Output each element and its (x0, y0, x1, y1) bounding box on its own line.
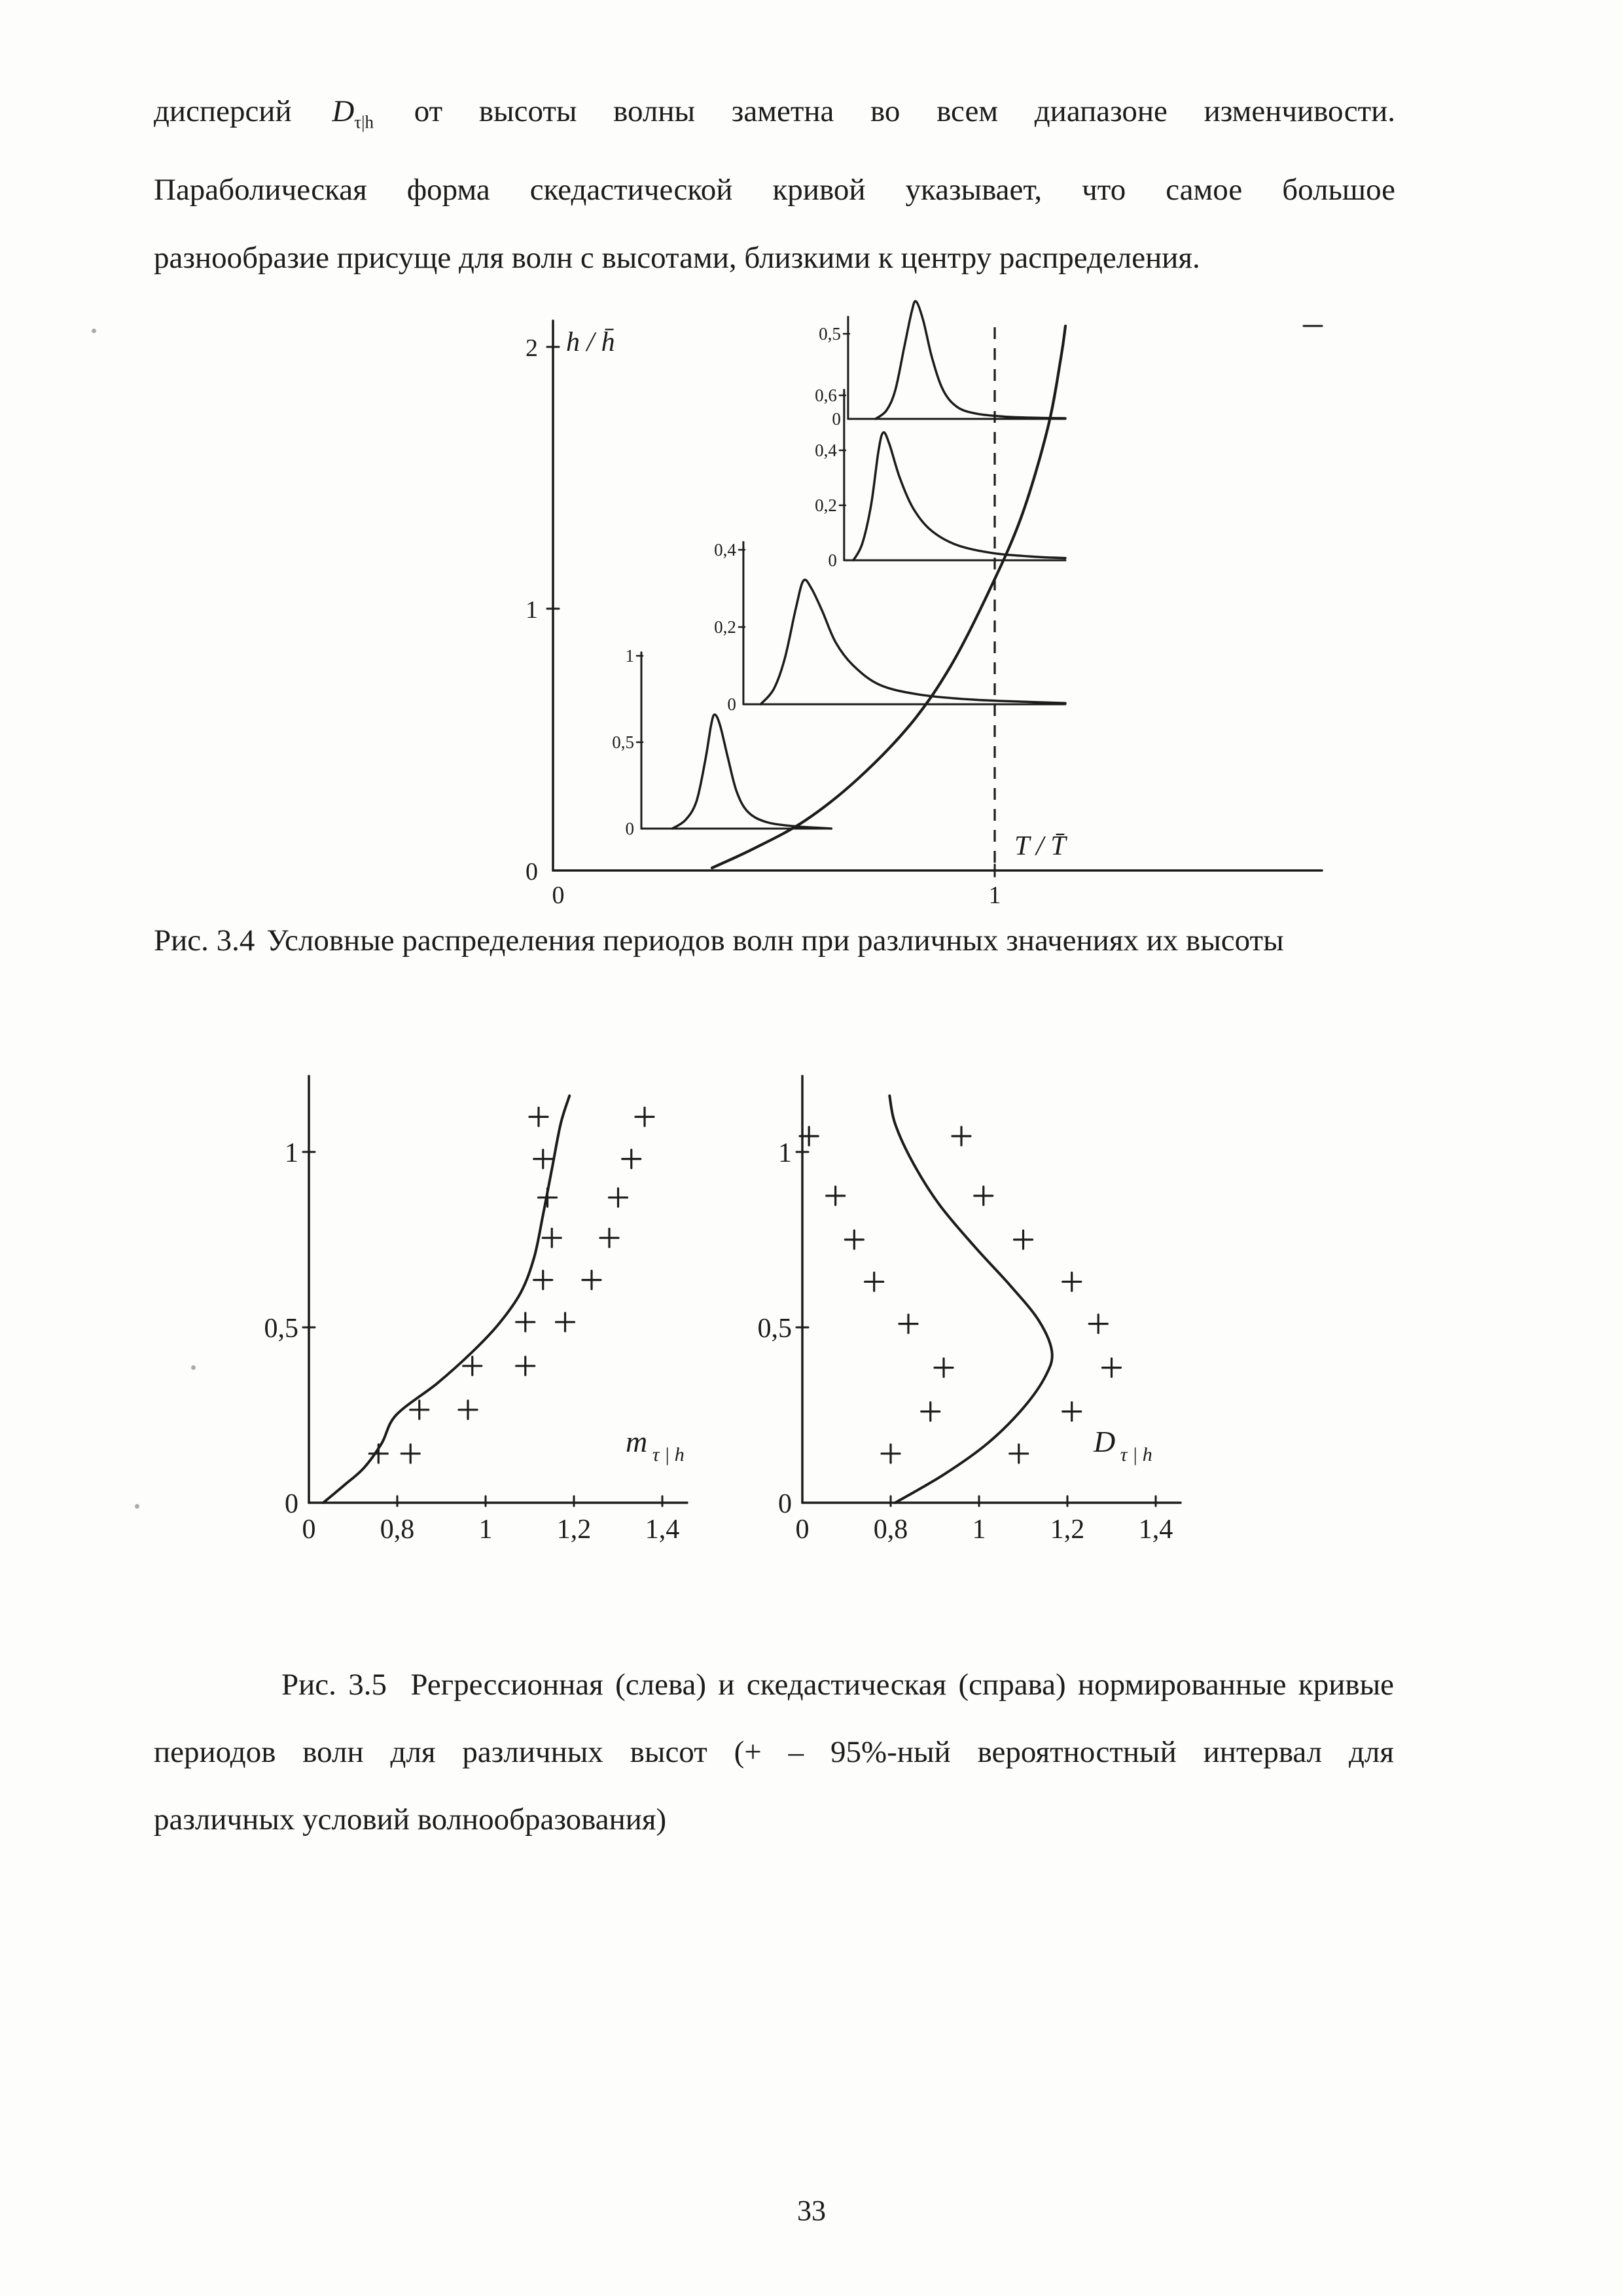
figure-3-5-caption-label: Рис. 3.5 (281, 1668, 387, 1702)
svg-text:0,5: 0,5 (612, 732, 634, 752)
svg-text:0,2: 0,2 (714, 617, 736, 637)
pdf-curve (671, 713, 833, 830)
svg-text:1: 1 (479, 1515, 493, 1545)
paragraph-text: дисперсий (154, 94, 292, 128)
svg-text:0: 0 (832, 409, 841, 429)
svg-text:1: 1 (526, 596, 538, 624)
svg-text:0,2: 0,2 (815, 495, 837, 515)
figure-3-5-chart: 0 0,5 1 0 0,8 1 1,2 1,4 m τ | h 0 0,5 1 0 0,8 1 1,2 1,4 D… (264, 1075, 1182, 1545)
svg-text:1,4: 1,4 (645, 1515, 680, 1545)
regression-curve (321, 1094, 571, 1504)
dispersion-symbol: Dτ|h (332, 94, 374, 132)
fig35-skedastic-panel: 0 0,5 1 0 0,8 1 1,2 1,4 D τ | h (758, 1075, 1182, 1545)
figure-3-5: 0 0,5 1 0 0,8 1 1,2 1,4 m τ | h 0 0,5 1 0 0,8 1 1,2 1,4 D… (262, 1047, 1283, 1571)
svg-text:0,5: 0,5 (264, 1314, 299, 1344)
fig35-panel-label: m τ | h (626, 1425, 685, 1465)
svg-text:0: 0 (727, 694, 736, 714)
symbol-D: D (332, 94, 355, 128)
svg-text:1,2: 1,2 (557, 1515, 592, 1545)
svg-text:0: 0 (302, 1515, 316, 1545)
svg-text:1: 1 (626, 646, 635, 666)
svg-text:1: 1 (989, 882, 1001, 909)
svg-text:0: 0 (626, 819, 635, 838)
regression-curve (710, 324, 1067, 870)
svg-text:1: 1 (972, 1515, 986, 1545)
fig34-xlabel: T / T̄ (1014, 831, 1067, 861)
fig34-inset-2: 0 0,2 0,4 (714, 540, 1067, 714)
figure-3-5-caption-line-3: различных условий волнообразования) (154, 1803, 667, 1837)
fig34-axes: 0 1 2 0 1 (526, 319, 1323, 909)
svg-text:1,2: 1,2 (1050, 1515, 1085, 1545)
body-paragraph: дисперсий Dτ|h от высоты волны заметна в… (154, 77, 1395, 292)
figure-3-5-caption-text: Регрессионная (слева) и скедастическая (… (410, 1668, 1395, 1702)
skedastic-curve (888, 1094, 1054, 1504)
svg-text:0: 0 (828, 550, 837, 570)
scan-artifact-dot (135, 1504, 139, 1509)
svg-text:0: 0 (285, 1489, 298, 1519)
pdf-curve (852, 431, 1067, 562)
fig34-inset-1: 00,51 (612, 646, 833, 838)
pdf-curve (874, 300, 1067, 420)
svg-text:0,8: 0,8 (874, 1515, 908, 1545)
confidence-plus-markers (368, 1106, 655, 1464)
scan-artifact-dot (92, 329, 96, 333)
paragraph-line-2: Параболическая форма скедастической крив… (154, 173, 1395, 207)
fig34-inset-3: 0 0,2 0,4 0,6 (815, 386, 1067, 570)
svg-text:0,4: 0,4 (815, 440, 837, 460)
svg-text:0,8: 0,8 (380, 1515, 415, 1545)
fig35-regression-panel: 0 0,5 1 0 0,8 1 1,2 1,4 m τ | h (264, 1075, 688, 1545)
figure-3-4-caption: Рис. 3.4 Условные распределения периодов … (154, 922, 1436, 960)
fig34-regression-curve (710, 324, 1067, 870)
svg-text:2: 2 (526, 334, 538, 362)
scan-artifact-dot (191, 1365, 196, 1370)
page-number: 33 (797, 2195, 826, 2227)
figure-3-5-caption-line-2: периодов волн для различных высот (+ – 9… (154, 1735, 1394, 1769)
fig34-inset-4: 00,5 (819, 300, 1067, 429)
fig35-panel-label: D τ | h (1093, 1425, 1152, 1465)
svg-text:0,5: 0,5 (758, 1314, 793, 1344)
confidence-plus-markers (798, 1126, 1122, 1464)
svg-text:0: 0 (526, 858, 538, 886)
svg-text:0,5: 0,5 (819, 324, 841, 344)
svg-text:0: 0 (778, 1489, 792, 1519)
svg-text:0: 0 (796, 1515, 810, 1545)
svg-text:0: 0 (552, 882, 565, 909)
svg-text:0,6: 0,6 (815, 386, 837, 405)
svg-text:1: 1 (285, 1138, 298, 1168)
figure-3-4-caption-text: Условные распределения периодов волн при… (266, 924, 1284, 958)
symbol-D-subscript: τ|h (354, 112, 374, 132)
svg-text:0,4: 0,4 (714, 540, 736, 560)
fig34-ylabel: h / h̄ (566, 327, 615, 357)
paragraph-line-1: дисперсий Dτ|h от высоты волны заметна в… (154, 77, 1395, 156)
figure-3-5-caption-line-1: Рис. 3.5 Регрессионная (слева) и скедаст… (281, 1666, 1394, 1704)
figure-3-4-caption-label: Рис. 3.4 (154, 924, 255, 958)
pdf-curve (759, 579, 1067, 706)
paragraph-text: от высоты волны заметна во всем диапазон… (414, 94, 1396, 128)
paragraph-line-3: разнообразие присуще для волн с высотами… (154, 241, 1200, 276)
svg-text:1: 1 (778, 1138, 792, 1168)
svg-text:1,4: 1,4 (1139, 1515, 1173, 1545)
